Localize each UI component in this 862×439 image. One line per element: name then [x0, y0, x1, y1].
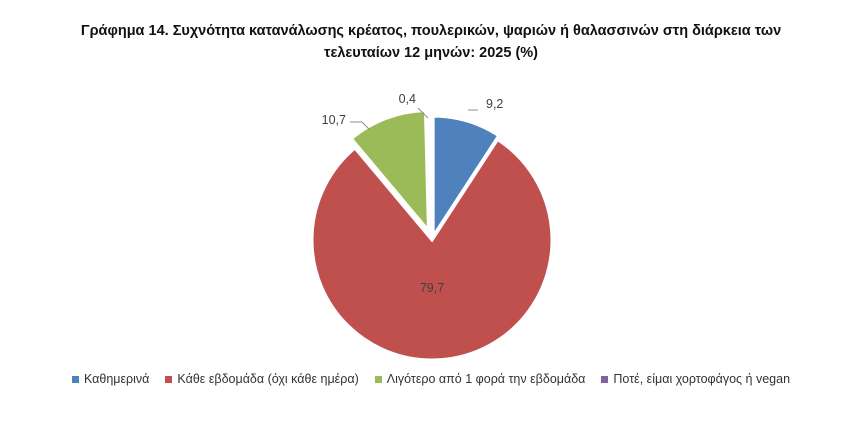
pie-slice-2: [310, 137, 554, 362]
legend-label: Κάθε εβδομάδα (όχι κάθε ημέρα): [177, 372, 359, 386]
legend-item-4: Ποτέ, είμαι χορτοφάγος ή vegan: [601, 372, 790, 386]
legend-label: Ποτέ, είμαι χορτοφάγος ή vegan: [613, 372, 791, 386]
pie-data-labels: 9,2 79,7 10,7 0,4: [322, 92, 504, 295]
data-label-4: 0,4: [399, 92, 416, 106]
legend-label: Καθημερινά: [83, 372, 150, 386]
chart-title-line-1: Γράφημα 14. Συχνότητα κατανάλωσης κρέατο…: [80, 23, 782, 39]
leader-line-3: [350, 121, 371, 131]
pie-leader-lines: [350, 107, 478, 131]
legend-item-1: Καθημερινά: [71, 372, 150, 386]
legend-item-3: Λιγότερο από 1 φορά την εβδομάδα: [374, 372, 586, 386]
legend-swatch: [601, 375, 609, 383]
chart-title-line-2: τελευταίων 12 μηνών: 2025 (%): [323, 45, 539, 61]
pie-slices: [310, 109, 554, 362]
legend-swatch: [71, 375, 79, 383]
legend-item-2: Κάθε εβδομάδα (όχι κάθε ημέρα): [165, 372, 359, 386]
leader-line-4: [417, 107, 429, 119]
data-label-3: 10,7: [322, 113, 346, 127]
data-label-1: 9,2: [486, 97, 503, 111]
chart-title: Γράφημα 14. Συχνότητα κατανάλωσης κρέατο…: [20, 20, 842, 64]
pie-slice-4: [427, 114, 434, 237]
legend-swatch: [165, 375, 173, 383]
chart-legend: Καθημερινά Κάθε εβδομάδα (όχι κάθε ημέρα)…: [0, 372, 862, 386]
pie-slice-3: [349, 109, 431, 235]
data-label-2: 79,7: [420, 281, 444, 295]
legend-swatch: [374, 375, 382, 383]
legend-label: Λιγότερο από 1 φορά την εβδομάδα: [386, 372, 586, 386]
